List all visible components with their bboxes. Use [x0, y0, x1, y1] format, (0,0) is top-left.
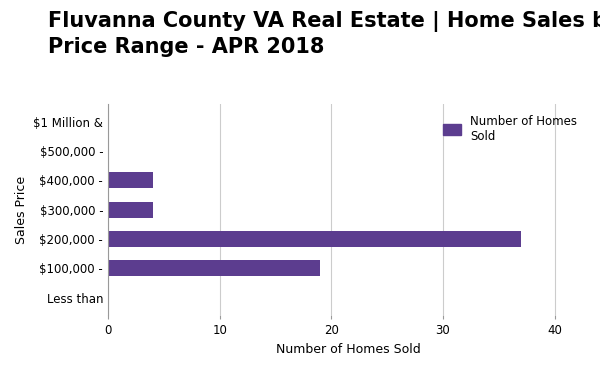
Y-axis label: Sales Price: Sales Price [15, 175, 28, 244]
Text: Fluvanna County VA Real Estate | Home Sales by
Price Range - APR 2018: Fluvanna County VA Real Estate | Home Sa… [48, 11, 600, 57]
Legend: Number of Homes
Sold: Number of Homes Sold [439, 110, 582, 147]
Bar [108, 231, 521, 247]
X-axis label: Number of Homes Sold: Number of Homes Sold [275, 343, 421, 356]
Bar [108, 172, 152, 188]
Bar [108, 201, 152, 218]
Bar [108, 260, 320, 276]
